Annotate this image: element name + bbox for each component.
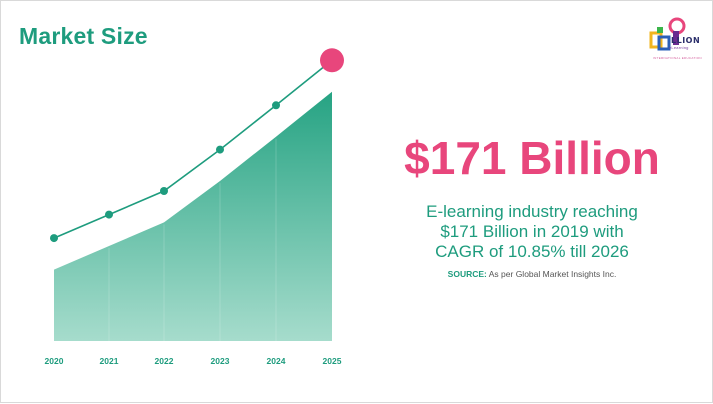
x-tick-label: 2021: [100, 356, 119, 366]
x-tick-label: 2020: [45, 356, 64, 366]
headline-description: E-learning industry reaching $171 Billio…: [399, 202, 665, 262]
description-line-1: E-learning industry reaching: [426, 202, 638, 221]
x-tick-label: 2023: [211, 356, 230, 366]
logo-subtitle: eLearning: [669, 45, 689, 50]
logo-tagline: INTERNATIONAL EDUCATION: [653, 56, 702, 60]
trend-point-highlight: [320, 48, 344, 73]
x-tick-label: 2024: [267, 356, 286, 366]
description-line-3: CAGR of 10.85% till 2026: [435, 242, 629, 261]
page-title: Market Size: [19, 23, 148, 49]
company-logo: [649, 17, 686, 51]
logo-wordmark: LLION: [671, 36, 701, 45]
trend-line: [53, 59, 333, 239]
source-text: As per Global Market Insights Inc.: [486, 269, 617, 279]
x-tick-label: 2025: [323, 356, 342, 366]
trend-point: [105, 210, 113, 219]
source-note: SOURCE: As per Global Market Insights In…: [399, 269, 665, 279]
description-line-2: $171 Billion in 2019 with: [440, 222, 624, 241]
headline-value: $171 Billion: [404, 132, 660, 184]
trend-point: [272, 101, 280, 110]
trend-point: [50, 234, 58, 243]
source-label: SOURCE:: [447, 269, 487, 279]
x-tick-label: 2022: [155, 356, 174, 366]
trend-point: [216, 145, 224, 154]
area-series: [54, 91, 332, 341]
trend-point: [160, 187, 168, 195]
